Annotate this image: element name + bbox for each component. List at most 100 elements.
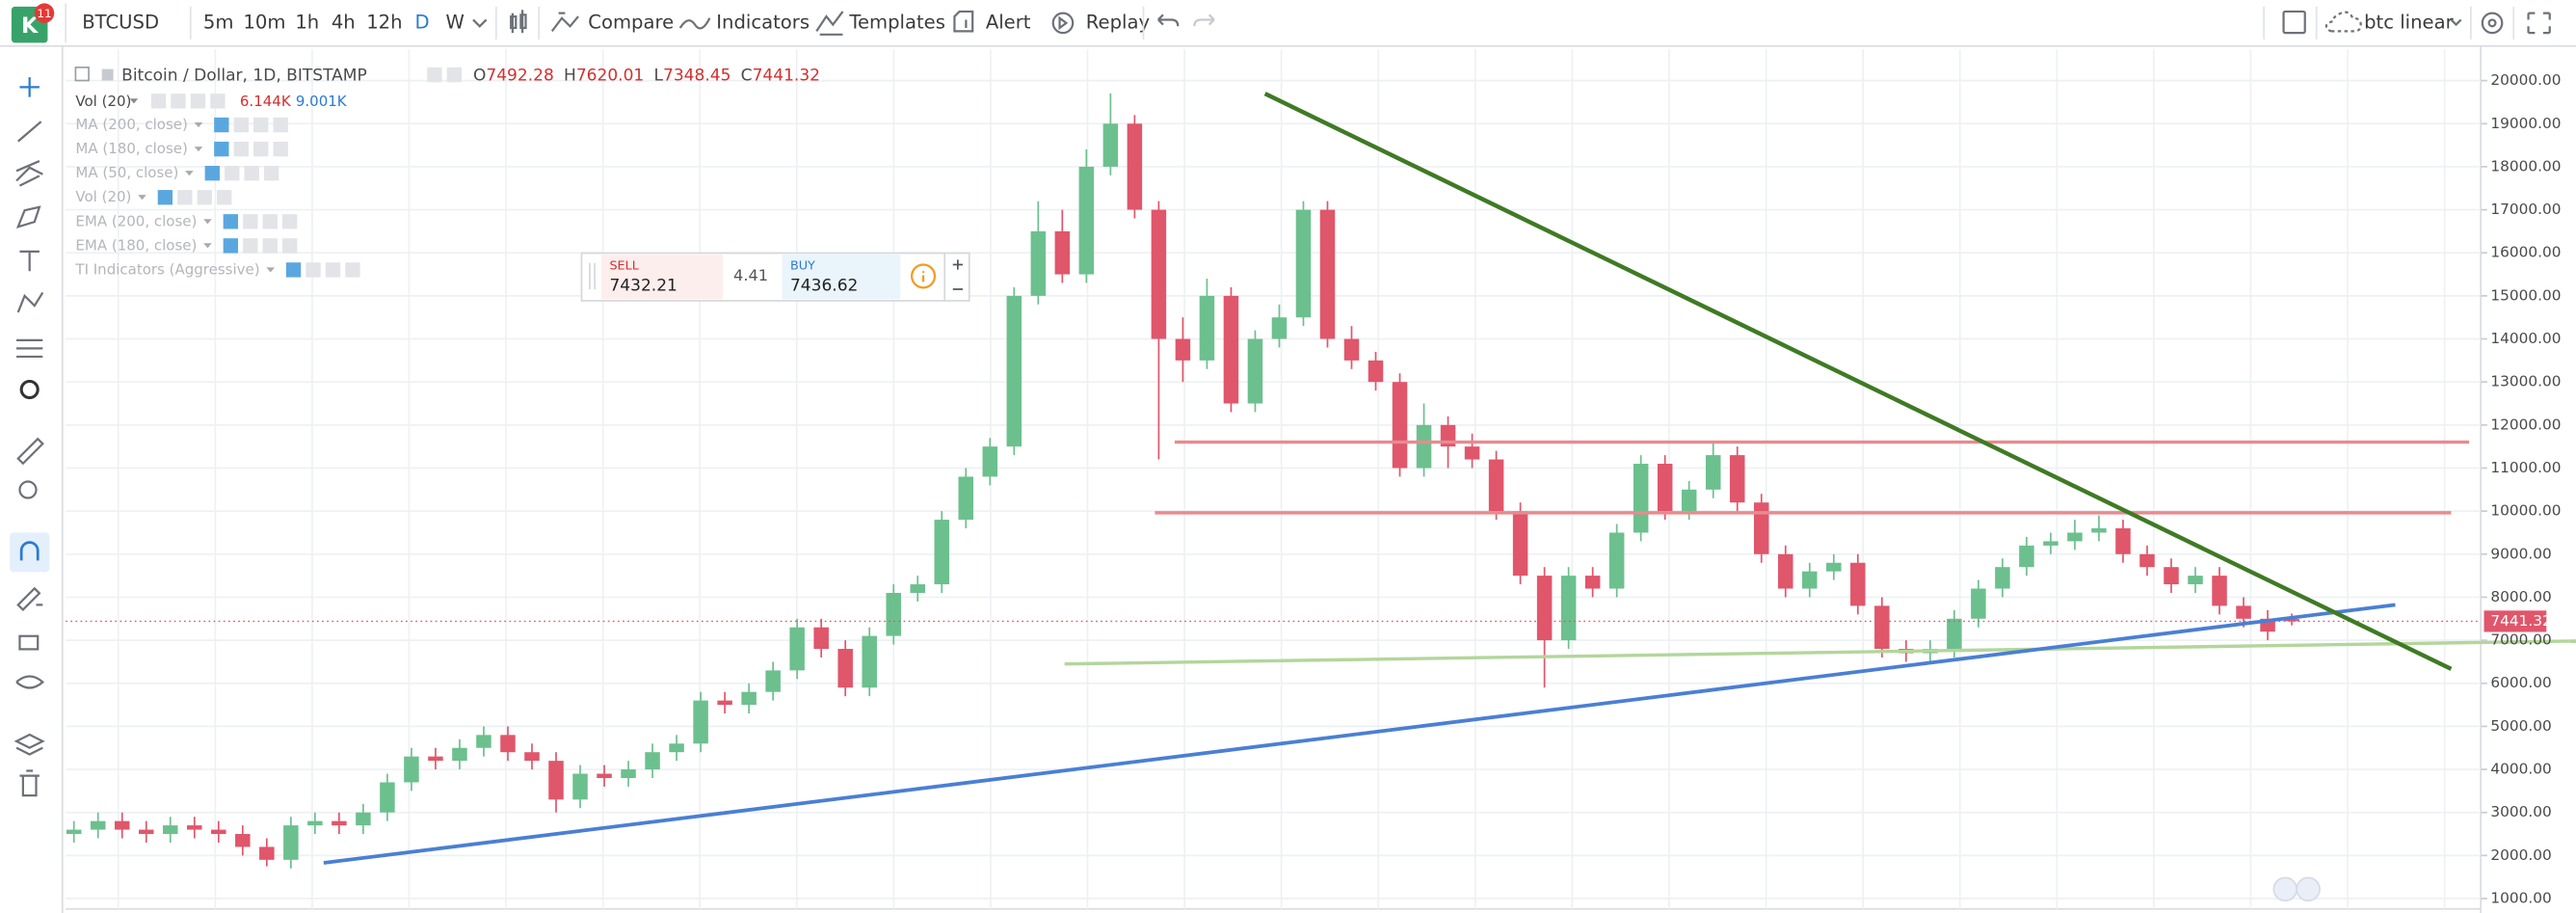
settings[interactable]: [2481, 12, 2504, 35]
interval[interactable]: 5m: [203, 11, 234, 33]
info-button[interactable]: [911, 263, 937, 289]
magnet-tool[interactable]: [19, 541, 40, 561]
delete-tool[interactable]: [19, 769, 40, 797]
legend-button[interactable]: [190, 94, 206, 109]
toolbar-button[interactable]: Alert: [986, 11, 1031, 33]
indicator-button[interactable]: [243, 238, 258, 254]
interval[interactable]: 10m: [243, 11, 285, 33]
indicator-button[interactable]: [282, 214, 298, 229]
badge-count: 11: [37, 7, 51, 20]
indicator-button[interactable]: [262, 214, 278, 229]
crosshair-tool[interactable]: [19, 77, 40, 97]
text-tool[interactable]: [19, 250, 40, 272]
candle-body: [1199, 295, 1215, 361]
indicator-button[interactable]: [285, 262, 302, 278]
toolbar-button[interactable]: Compare: [588, 11, 674, 33]
layout-name[interactable]: btc linear: [2364, 11, 2454, 33]
indicator-button[interactable]: [273, 117, 288, 133]
indicator-button[interactable]: [223, 238, 239, 254]
drag-handle[interactable]: [589, 262, 596, 290]
expand[interactable]: [2527, 12, 2551, 35]
indicator-button[interactable]: [262, 238, 278, 254]
indicator-menu[interactable]: [266, 267, 275, 273]
lock-tool[interactable]: [18, 634, 40, 651]
brush-tool[interactable]: [15, 205, 41, 228]
interval-menu[interactable]: [472, 18, 488, 28]
indicator-button[interactable]: [273, 141, 288, 157]
indicator-button[interactable]: [325, 262, 341, 278]
toolbar-button[interactable]: Replay: [1086, 11, 1151, 33]
candle-body: [283, 825, 299, 860]
layout-menu[interactable]: [2450, 18, 2462, 27]
indicator-button[interactable]: [253, 141, 269, 157]
legend-button[interactable]: [150, 94, 167, 109]
uptrend-line[interactable]: [323, 603, 2396, 865]
interval[interactable]: 12h: [366, 11, 402, 33]
indicator-button[interactable]: [244, 166, 259, 181]
indicator-menu[interactable]: [194, 122, 203, 128]
indicator-button[interactable]: [233, 117, 249, 133]
interval[interactable]: 4h: [332, 11, 356, 33]
fullscreen-box[interactable]: [2282, 10, 2306, 35]
event-flag[interactable]: [2272, 876, 2298, 902]
cloud-icon: [2324, 11, 2362, 33]
indicator-menu[interactable]: [194, 147, 203, 152]
toolbar-button[interactable]: Indicators: [716, 11, 810, 33]
chart-style[interactable]: [510, 10, 527, 34]
fib-tool[interactable]: [15, 160, 43, 187]
indicator-button[interactable]: [243, 214, 258, 229]
indicator-button[interactable]: [214, 141, 229, 157]
indicator-button[interactable]: [157, 190, 173, 205]
legend-toggle[interactable]: [74, 67, 90, 82]
toolbar-button[interactable]: Templates: [848, 11, 945, 33]
legend-button[interactable]: [210, 94, 226, 109]
redo[interactable]: [1193, 13, 1215, 27]
buy-button[interactable]: [782, 255, 901, 300]
y-tick-label: 20000.00: [2490, 71, 2561, 89]
indicator-button[interactable]: [345, 262, 360, 278]
candle-body: [2091, 528, 2107, 533]
undo[interactable]: [1157, 13, 1180, 27]
sell-button[interactable]: [600, 255, 724, 300]
expand-buttons[interactable]: [952, 259, 963, 290]
object-tree[interactable]: [13, 733, 45, 756]
indicator-button[interactable]: [305, 262, 321, 278]
zoom-tool[interactable]: [18, 480, 38, 499]
indicator-button[interactable]: [177, 190, 193, 205]
indicator-button[interactable]: [225, 166, 240, 181]
legend-button[interactable]: [427, 67, 442, 83]
indicator-menu[interactable]: [138, 195, 146, 201]
visibility-tool[interactable]: [15, 675, 45, 689]
symbol[interactable]: BTCUSD: [82, 11, 159, 33]
indicator-button[interactable]: [223, 214, 239, 229]
pattern-tool[interactable]: [16, 291, 44, 313]
interval[interactable]: D: [415, 11, 430, 33]
indicator-button[interactable]: [282, 238, 298, 254]
ruler-tool[interactable]: [16, 437, 44, 466]
volume-menu[interactable]: [129, 98, 139, 104]
indicator-button[interactable]: [214, 117, 229, 133]
indicator-menu[interactable]: [203, 243, 212, 249]
legend-button[interactable]: [171, 94, 186, 109]
indicator-menu[interactable]: [185, 171, 194, 176]
prediction-tool[interactable]: [16, 338, 43, 359]
indicator-button[interactable]: [253, 117, 269, 133]
indicator-menu[interactable]: [203, 219, 212, 225]
downtrend-line[interactable]: [1263, 92, 2453, 671]
indicator-button[interactable]: [197, 190, 212, 205]
legend-button[interactable]: [446, 67, 463, 83]
interval[interactable]: 1h: [295, 11, 319, 33]
y-tick-label: 10000.00: [2490, 502, 2561, 520]
event-flag[interactable]: [2296, 876, 2321, 902]
trendline-tool[interactable]: [17, 121, 42, 143]
stay-drawing-tool[interactable]: [16, 586, 43, 612]
indicator-button[interactable]: [233, 141, 249, 157]
icon-tool[interactable]: [19, 379, 40, 400]
interval[interactable]: W: [446, 11, 465, 33]
candle-body: [1681, 489, 1697, 512]
indicator-button[interactable]: [263, 166, 279, 181]
indicator-button[interactable]: [217, 190, 232, 205]
candle-body: [813, 627, 829, 650]
indicator-button[interactable]: [204, 166, 220, 181]
support-line[interactable]: [1064, 639, 2576, 666]
